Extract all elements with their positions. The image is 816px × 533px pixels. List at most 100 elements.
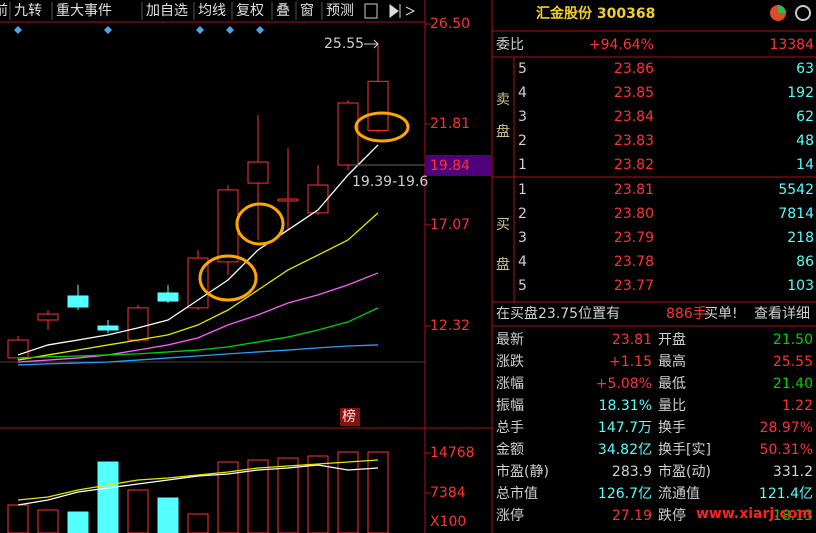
notice-action: 买单! — [704, 306, 738, 322]
ma-line — [17, 459, 379, 501]
book-level: 2 — [518, 133, 527, 149]
highlight-circle — [354, 111, 410, 143]
stat-value: 18.31% — [599, 398, 652, 414]
high-arrow — [364, 39, 379, 49]
badge[interactable]: 榜 — [342, 408, 356, 425]
ma-line — [17, 464, 379, 506]
book-level: 3 — [518, 230, 527, 246]
stat-label: 总手 — [496, 420, 524, 436]
book-price: 23.83 — [614, 133, 654, 149]
stock-title: 汇金股份 300368 — [536, 5, 655, 22]
stat-label: 最高 — [658, 353, 686, 370]
candle-body — [307, 184, 329, 214]
volume-bar — [157, 497, 179, 533]
volume-bar — [307, 455, 329, 533]
ma-line — [17, 144, 379, 356]
stat-label: 换手 — [658, 419, 686, 436]
candle-body — [97, 325, 119, 331]
stat-label: 振幅 — [496, 398, 524, 414]
next-icon[interactable] — [389, 4, 401, 18]
stat-label: 市盈(静) — [496, 463, 549, 480]
volume-bar — [67, 511, 89, 533]
book-side-label: 盘 — [496, 256, 510, 273]
event-marker[interactable] — [14, 26, 22, 34]
y-tick-label: 7384 — [430, 485, 466, 501]
settings-icon[interactable] — [795, 5, 811, 21]
notice-link[interactable]: 查看详细 — [754, 306, 810, 322]
y-tick-label: 17.07 — [430, 217, 470, 233]
notice-text: 在买盘23.75位置有 — [496, 305, 620, 322]
volume-unit: X100 — [430, 514, 466, 530]
stat-label: 涨跌 — [496, 354, 524, 370]
ma-line — [17, 272, 379, 363]
toolbar-icons[interactable] — [364, 3, 416, 19]
stat-label: 最低 — [658, 376, 686, 392]
book-level: 1 — [518, 157, 527, 173]
book-price: 23.79 — [614, 230, 654, 246]
stat-label: 最新 — [496, 332, 524, 348]
book-price: 23.81 — [614, 182, 654, 198]
volume-bar — [337, 451, 359, 533]
lock-icon[interactable] — [364, 3, 378, 19]
stat-label: 涨幅 — [496, 376, 524, 392]
book-side-label: 买 — [496, 217, 510, 233]
book-volume: 5542 — [778, 182, 814, 198]
toolbar-item: 九转 — [14, 3, 42, 19]
event-marker[interactable] — [256, 26, 264, 34]
range-label: 19.39-19.6 — [352, 174, 428, 190]
high-label: 25.55 — [324, 36, 364, 52]
stat-value: 283.9 — [612, 464, 652, 480]
toolbar-item: 加自选 — [146, 3, 188, 19]
price-marker: 19.84 — [430, 158, 470, 174]
toolbar-item: 复权 — [236, 2, 264, 19]
stat-label: 市盈(动) — [658, 463, 711, 480]
candle-body — [127, 307, 149, 341]
volume-bar — [127, 489, 149, 533]
toolbar-item: 均线 — [198, 3, 226, 19]
watermark: www.xiarj.com — [696, 506, 812, 522]
book-volume: 218 — [787, 230, 814, 246]
stat-value: +1.15 — [609, 354, 652, 370]
book-level: 1 — [518, 182, 527, 198]
book-level: 5 — [518, 278, 527, 294]
volume-bar — [7, 504, 29, 533]
stat-value: 121.4亿 — [759, 486, 813, 502]
stat-value: 21.50 — [773, 332, 813, 348]
toolbar-item: 叠 — [276, 3, 290, 19]
y-tick-label: 26.50 — [430, 16, 470, 32]
stat-label: 涨停 — [496, 507, 524, 524]
book-volume: 103 — [787, 278, 814, 294]
badge-box[interactable] — [340, 408, 360, 426]
book-volume: 192 — [787, 85, 814, 101]
book-level: 2 — [518, 206, 527, 222]
menu-icon[interactable] — [405, 6, 416, 16]
highlight-circle — [198, 254, 258, 302]
event-marker[interactable] — [104, 26, 112, 34]
volume-bar — [217, 461, 239, 533]
committee-label: 委比 — [496, 37, 524, 53]
volume-bar — [367, 451, 389, 533]
stat-value: 1.22 — [782, 398, 813, 414]
event-marker[interactable] — [226, 26, 234, 34]
candle-body — [367, 80, 389, 131]
stat-value: 21.40 — [773, 376, 813, 392]
stat-value: +5.08% — [596, 376, 652, 392]
candle-body — [277, 198, 299, 202]
book-price: 23.78 — [614, 254, 654, 270]
book-price: 23.86 — [614, 61, 654, 77]
book-level: 4 — [518, 85, 527, 101]
event-marker[interactable] — [196, 26, 204, 34]
stat-label: 开盘 — [658, 331, 686, 348]
candle-body — [67, 295, 89, 308]
stat-value: 23.81 — [612, 332, 652, 348]
plot — [7, 23, 431, 533]
book-volume: 14 — [796, 157, 814, 173]
volume-bar — [97, 461, 119, 533]
committee-ratio: +94.64% — [589, 37, 654, 53]
candle-body — [7, 339, 29, 359]
candle-body — [337, 102, 359, 166]
volume-bar — [37, 509, 59, 533]
stat-value: 34.82亿 — [598, 442, 652, 458]
book-volume: 7814 — [778, 206, 814, 222]
